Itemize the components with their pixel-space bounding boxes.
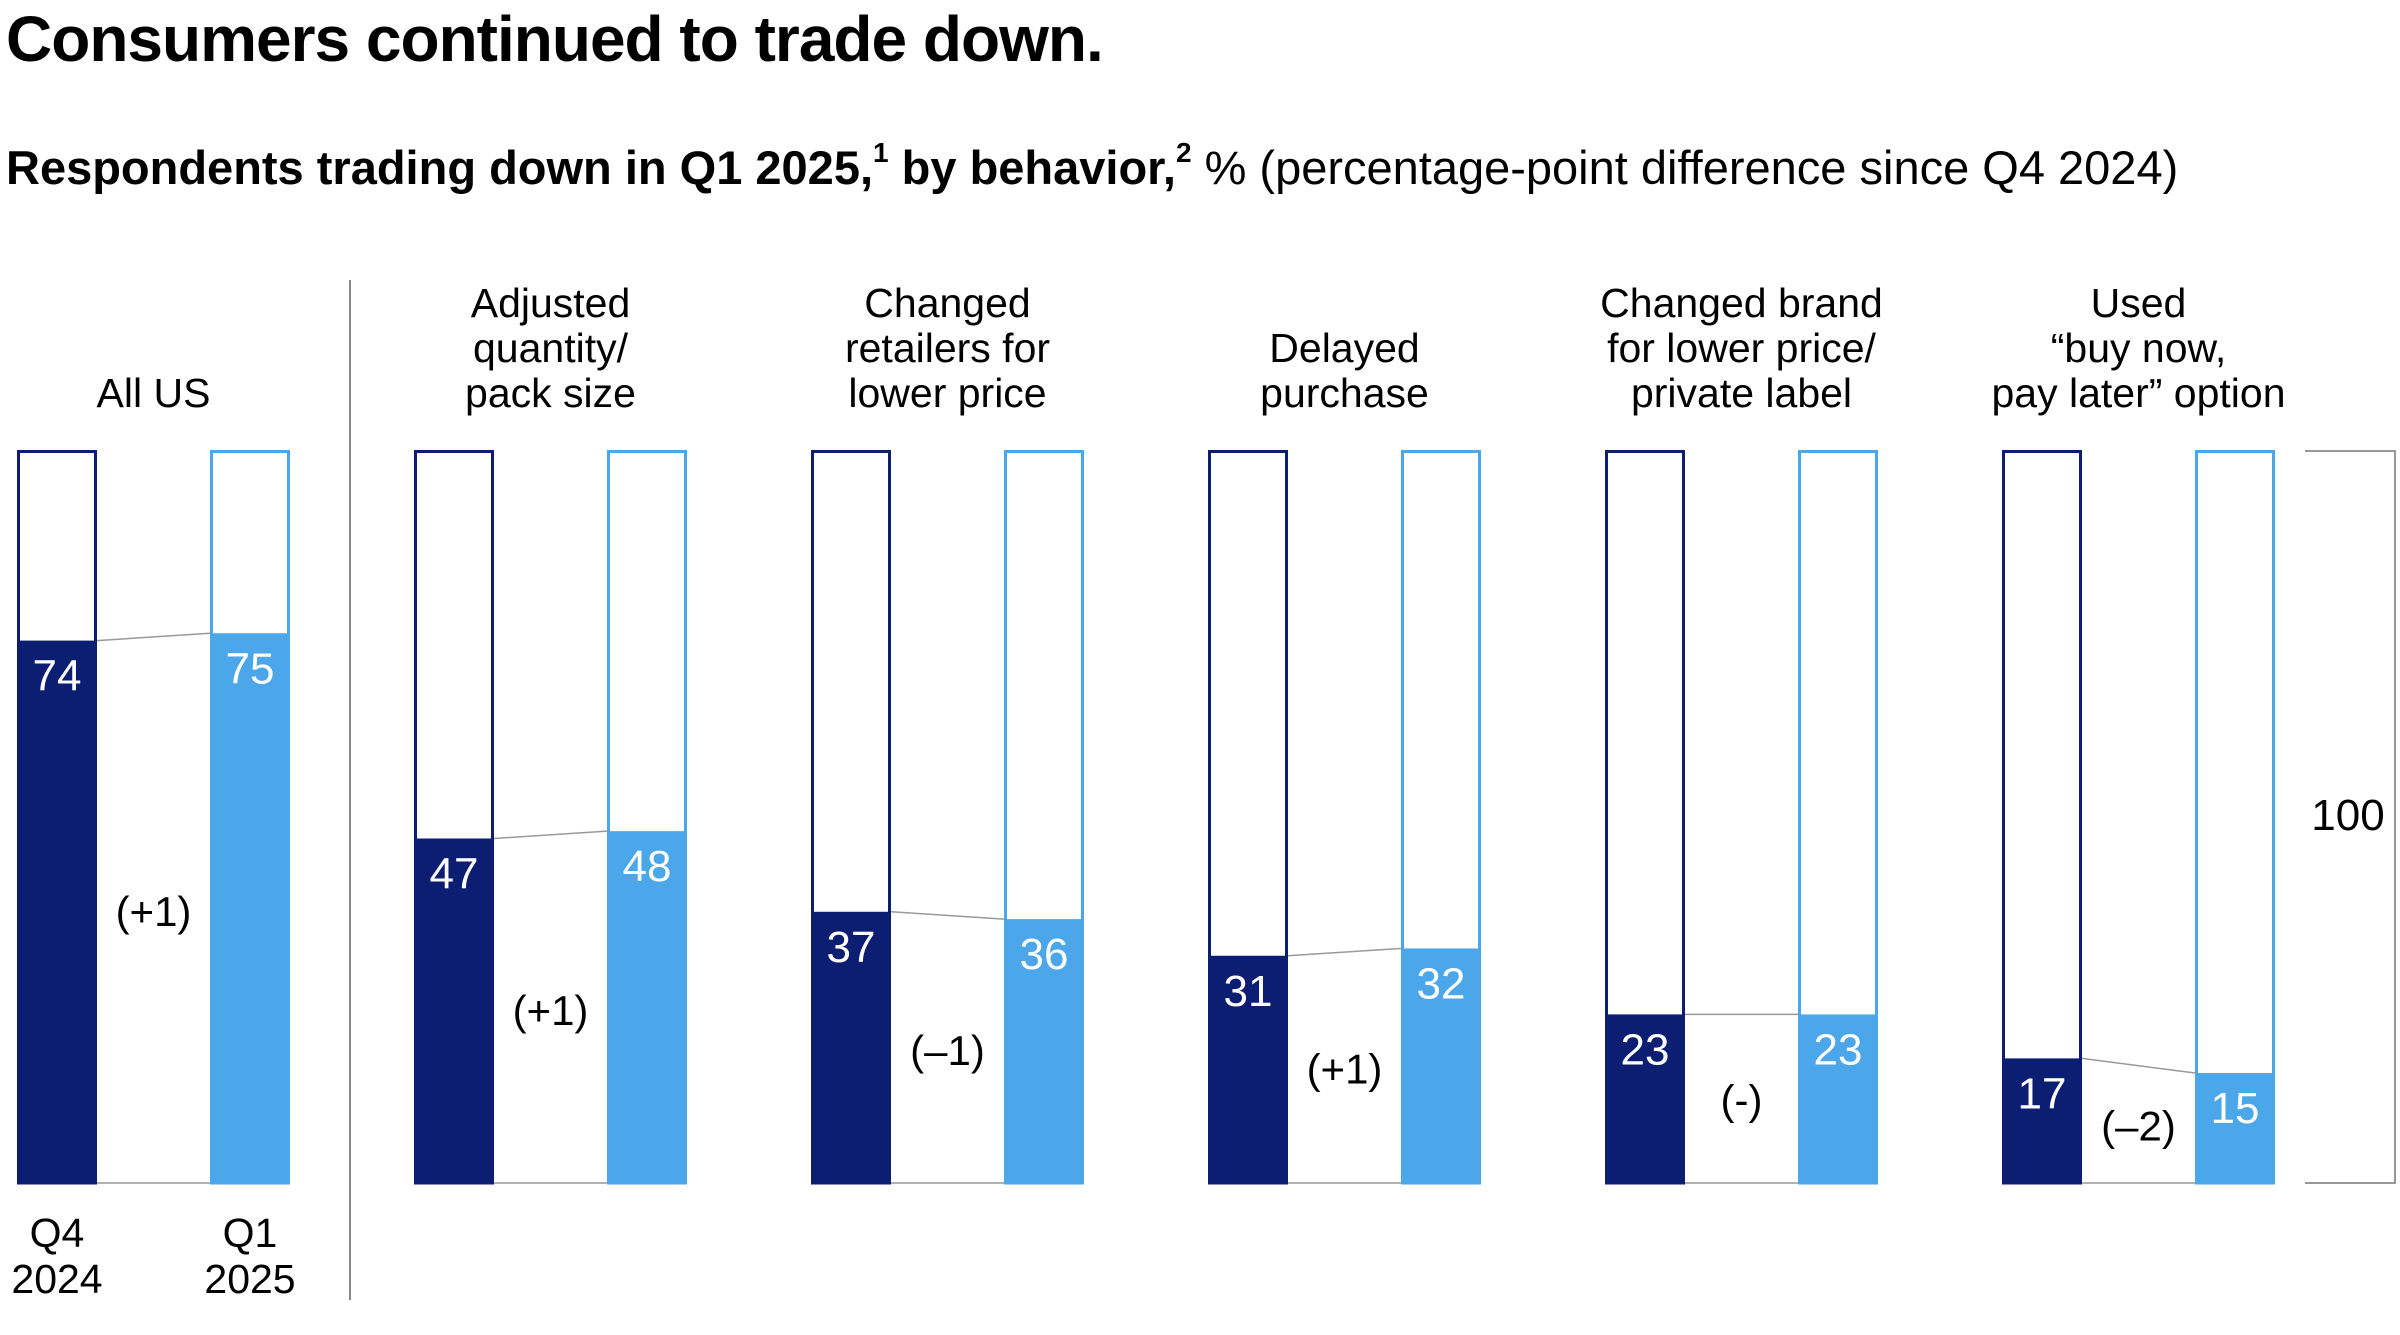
footnote-marker-2: 2 [1175, 137, 1192, 168]
difference-label: (+1) [1307, 1046, 1383, 1093]
x-tick-label: Q1 [223, 1210, 278, 1256]
data-label-q4: 74 [33, 652, 82, 701]
difference-label: (–1) [910, 1027, 985, 1074]
x-tick-label: 2025 [204, 1256, 295, 1302]
category-label: Changed [864, 280, 1030, 326]
connector-line [1287, 947, 1402, 957]
connector-line [493, 830, 608, 840]
bar-q4-2024 [17, 640, 97, 1183]
footnote-marker-1: 1 [873, 137, 889, 168]
connector-line [890, 911, 1005, 920]
data-label-q1: 23 [1814, 1025, 1863, 1074]
connector-line [2081, 1057, 2196, 1074]
scale-label: 100 [2311, 791, 2384, 840]
bar-q1-2025 [2195, 1073, 2275, 1183]
category-label: All US [97, 370, 211, 416]
scale-bracket [2305, 450, 2396, 1184]
subtitle-unit: % (percentage-point difference since Q4 … [1191, 141, 2179, 194]
bar-q1-2025 [1798, 1014, 1878, 1183]
data-label-q4: 47 [430, 849, 479, 898]
category-label: lower price [848, 370, 1046, 416]
category-label: “buy now, [2051, 325, 2227, 371]
chart-title: Consumers continued to trade down. [6, 3, 1104, 75]
chart-subtitle: Respondents trading down in Q1 2025,1 by… [6, 137, 2179, 195]
data-label-q4: 37 [827, 923, 876, 972]
difference-label: (+1) [513, 987, 589, 1034]
category-label: Adjusted [471, 280, 631, 326]
difference-label: (-) [1721, 1077, 1763, 1124]
x-tick-label: 2024 [11, 1256, 102, 1302]
category-label: purchase [1260, 370, 1429, 416]
category-label: Changed brand [1600, 280, 1883, 326]
category-label: pack size [465, 370, 636, 416]
category-label: Delayed [1269, 325, 1419, 371]
data-label-q1: 75 [226, 644, 275, 693]
category-label: private label [1631, 370, 1852, 416]
bar-q1-2025 [1401, 948, 1481, 1183]
data-label-q1: 15 [2211, 1084, 2260, 1133]
bar-q1-2025 [1004, 919, 1084, 1183]
bar-q4-2024 [811, 911, 891, 1183]
category-label: retailers for [845, 325, 1050, 371]
data-label-q4: 17 [2018, 1069, 2067, 1118]
difference-label: (+1) [116, 888, 192, 935]
category-label: pay later” option [1991, 370, 2285, 416]
connector-line [96, 632, 211, 642]
category-label: Used [2091, 280, 2187, 326]
data-label-q4: 31 [1224, 967, 1273, 1016]
subtitle-lead: Respondents trading down in Q1 2025,1 by… [6, 137, 1192, 195]
difference-label: (–2) [2101, 1102, 2176, 1149]
category-label: for lower price/ [1607, 325, 1876, 371]
bar-frame-q1 [2195, 450, 2275, 1185]
bar-q1-2025 [607, 831, 687, 1183]
bar-q4-2024 [1208, 955, 1288, 1183]
x-tick-label: Q4 [30, 1210, 85, 1256]
bar-q4-2024 [414, 838, 494, 1183]
category-label: quantity/ [473, 325, 629, 371]
bar-q4-2024 [1605, 1014, 1685, 1183]
bar-q1-2025 [210, 633, 290, 1183]
data-label-q1: 36 [1020, 930, 1069, 979]
bar-q4-2024 [2002, 1058, 2082, 1183]
data-label-q4: 23 [1621, 1025, 1670, 1074]
data-label-q1: 32 [1417, 959, 1466, 1008]
data-label-q1: 48 [623, 842, 672, 891]
